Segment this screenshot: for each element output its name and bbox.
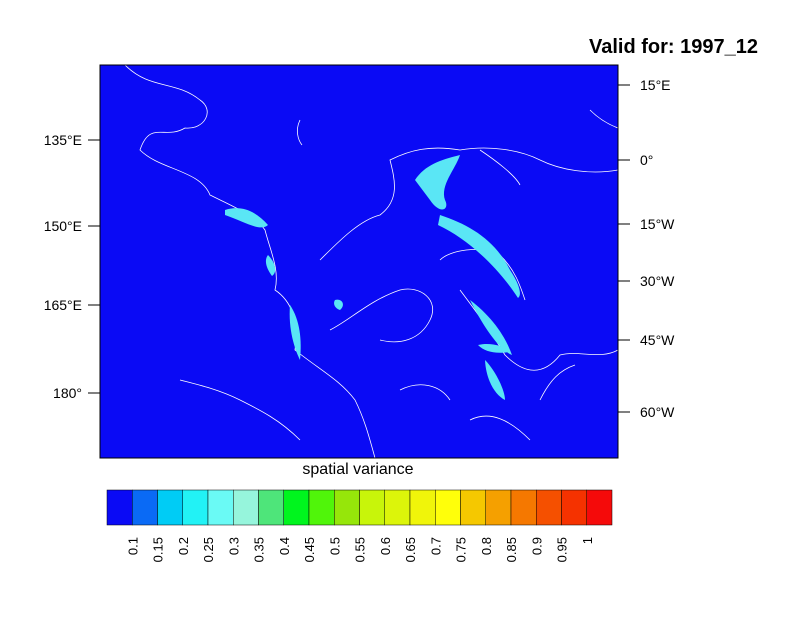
colorbar-box (283, 489, 310, 526)
colorbar-tick-label: 0.2 (176, 537, 191, 555)
colorbar-tick-label: 0.6 (378, 537, 393, 555)
colorbar-box (233, 489, 259, 526)
colorbar-box (308, 489, 335, 526)
lat-lon-label: 0° (640, 152, 653, 168)
lat-lon-label: 45°W (640, 332, 675, 348)
colorbar-tick-label: 0.55 (353, 537, 368, 562)
colorbar-tick-label: 1 (580, 537, 595, 544)
colorbar-tick-label: 0.25 (201, 537, 216, 562)
lat-lon-label: 150°E (44, 218, 82, 234)
colorbar-tick-label: 0.4 (277, 537, 292, 555)
coastlines (124, 64, 619, 459)
colorbar-box (106, 489, 133, 526)
colorbar-box (157, 489, 183, 526)
colorbar-box (561, 489, 587, 526)
colorbar-tick-label: 0.95 (555, 537, 570, 562)
colorbar-box (435, 489, 461, 526)
colorbar-tick-label: 0.9 (529, 537, 544, 555)
colorbar-box (258, 489, 284, 526)
colorbar-tick-label: 0.7 (428, 537, 443, 555)
colorbar-box (460, 489, 486, 526)
colorbar-box (536, 489, 562, 526)
colorbar-box (384, 489, 411, 526)
colorbar-tick-label: 0.8 (479, 537, 494, 555)
colorbar-tick-label: 0.5 (327, 537, 342, 555)
lat-lon-label: 60°W (640, 404, 675, 420)
lat-lon-label: 15°E (640, 77, 671, 93)
colorbar-tick-label: 0.15 (151, 537, 166, 562)
lat-lon-label: 15°W (640, 216, 675, 232)
colorbar-label: spatial variance (302, 461, 413, 478)
colorbar-tick-label: 0.65 (403, 537, 418, 562)
colorbar-box (132, 489, 158, 526)
lat-lon-label: 30°W (640, 273, 675, 289)
map-frame (99, 64, 619, 459)
colorbar-tick-label: 0.3 (226, 537, 241, 555)
lat-lon-label: 180° (53, 385, 82, 401)
colorbar-tick-label: 0.1 (125, 537, 140, 555)
colorbar-box (182, 489, 209, 526)
map-field (100, 65, 618, 458)
colorbar-box (510, 489, 537, 526)
lat-lon-label: 135°E (44, 132, 82, 148)
lat-lon-label: 165°E (44, 297, 82, 313)
colorbar-tick-label: 0.45 (302, 537, 317, 562)
title: Valid for: 1997_12 (589, 36, 758, 58)
colorbar-box (359, 489, 385, 526)
colorbar-box (485, 489, 512, 526)
colorbar-box (586, 489, 613, 526)
colorbar-tick-label: 0.35 (252, 537, 267, 562)
map (99, 64, 619, 459)
colorbar-tick-label: 0.85 (504, 537, 519, 562)
colorbar-box (409, 489, 436, 526)
colorbar-tick-label: 0.75 (454, 537, 469, 562)
variance-patches (225, 155, 520, 400)
colorbar-box (334, 489, 360, 526)
colorbar-box (207, 489, 234, 526)
